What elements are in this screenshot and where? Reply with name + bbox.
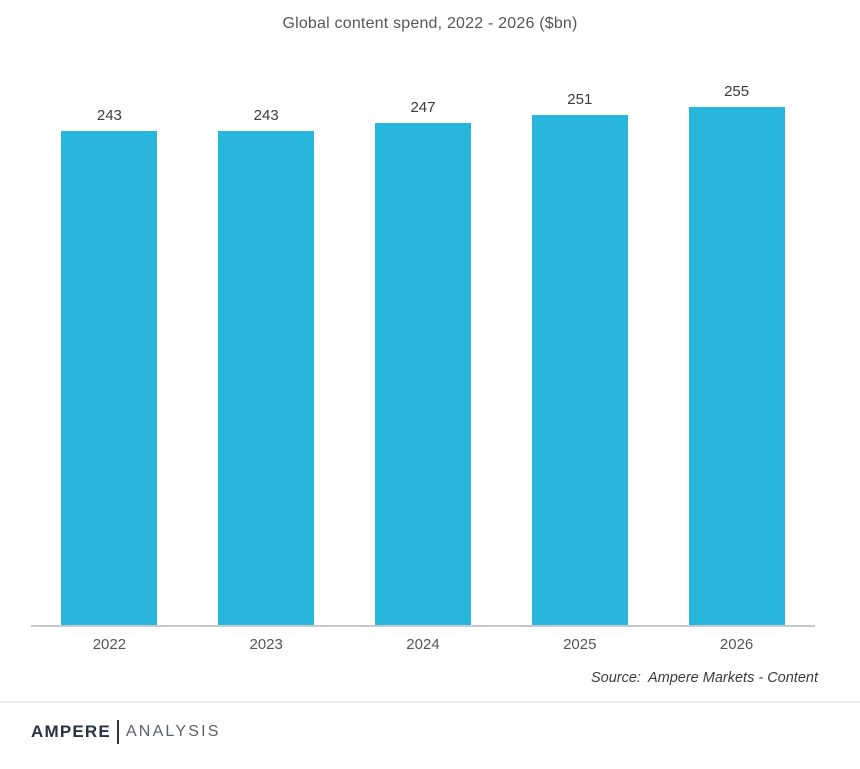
bar-2026	[688, 107, 785, 625]
bar-value-label: 243	[96, 107, 122, 124]
bar-group-2024: 247	[345, 60, 502, 625]
brand-name-primary: AMPERE	[31, 722, 111, 741]
bar-2024	[374, 123, 471, 625]
source-text: Ampere Markets - Content	[647, 670, 818, 686]
x-axis-label-2026: 2026	[719, 636, 754, 653]
brand-separator-line	[116, 720, 119, 744]
bar-value-label: 243	[253, 107, 279, 124]
bar-2022	[61, 131, 158, 625]
bar-value-label: 251	[567, 91, 593, 108]
x-axis-label-2022: 2022	[92, 636, 127, 653]
x-axis-label-2023: 2023	[249, 636, 283, 653]
source-label: Source:	[590, 670, 641, 686]
chart-area: 243 243 247 251 255 2022 2023 2024 2025 2026	[31, 60, 815, 657]
bar-group-2023: 243	[188, 60, 345, 625]
brand-logo: AMPERE ANALYSIS	[31, 719, 860, 745]
bar-group-2022: 243	[31, 60, 188, 625]
chart-title: Global content spend, 2022 - 2026 ($bn)	[282, 15, 578, 32]
x-axis-label-2024: 2024	[406, 636, 440, 653]
source-note: Source: Ampere Markets - Content	[0, 670, 818, 686]
bar-group-2025: 251	[501, 60, 658, 625]
plot-area: 243 243 247 251 255	[31, 60, 815, 627]
bar-value-label: 247	[410, 99, 436, 116]
bar-group-2026: 255	[658, 60, 815, 625]
bar-value-label: 255	[724, 83, 750, 100]
x-axis-label-2025: 2025	[563, 636, 597, 653]
bar-2023	[218, 131, 315, 625]
brand-name-secondary: ANALYSIS	[125, 723, 221, 740]
x-axis-labels: 2022 2023 2024 2025 2026	[31, 627, 815, 657]
footer-divider	[0, 701, 860, 703]
bar-2025	[531, 115, 628, 625]
